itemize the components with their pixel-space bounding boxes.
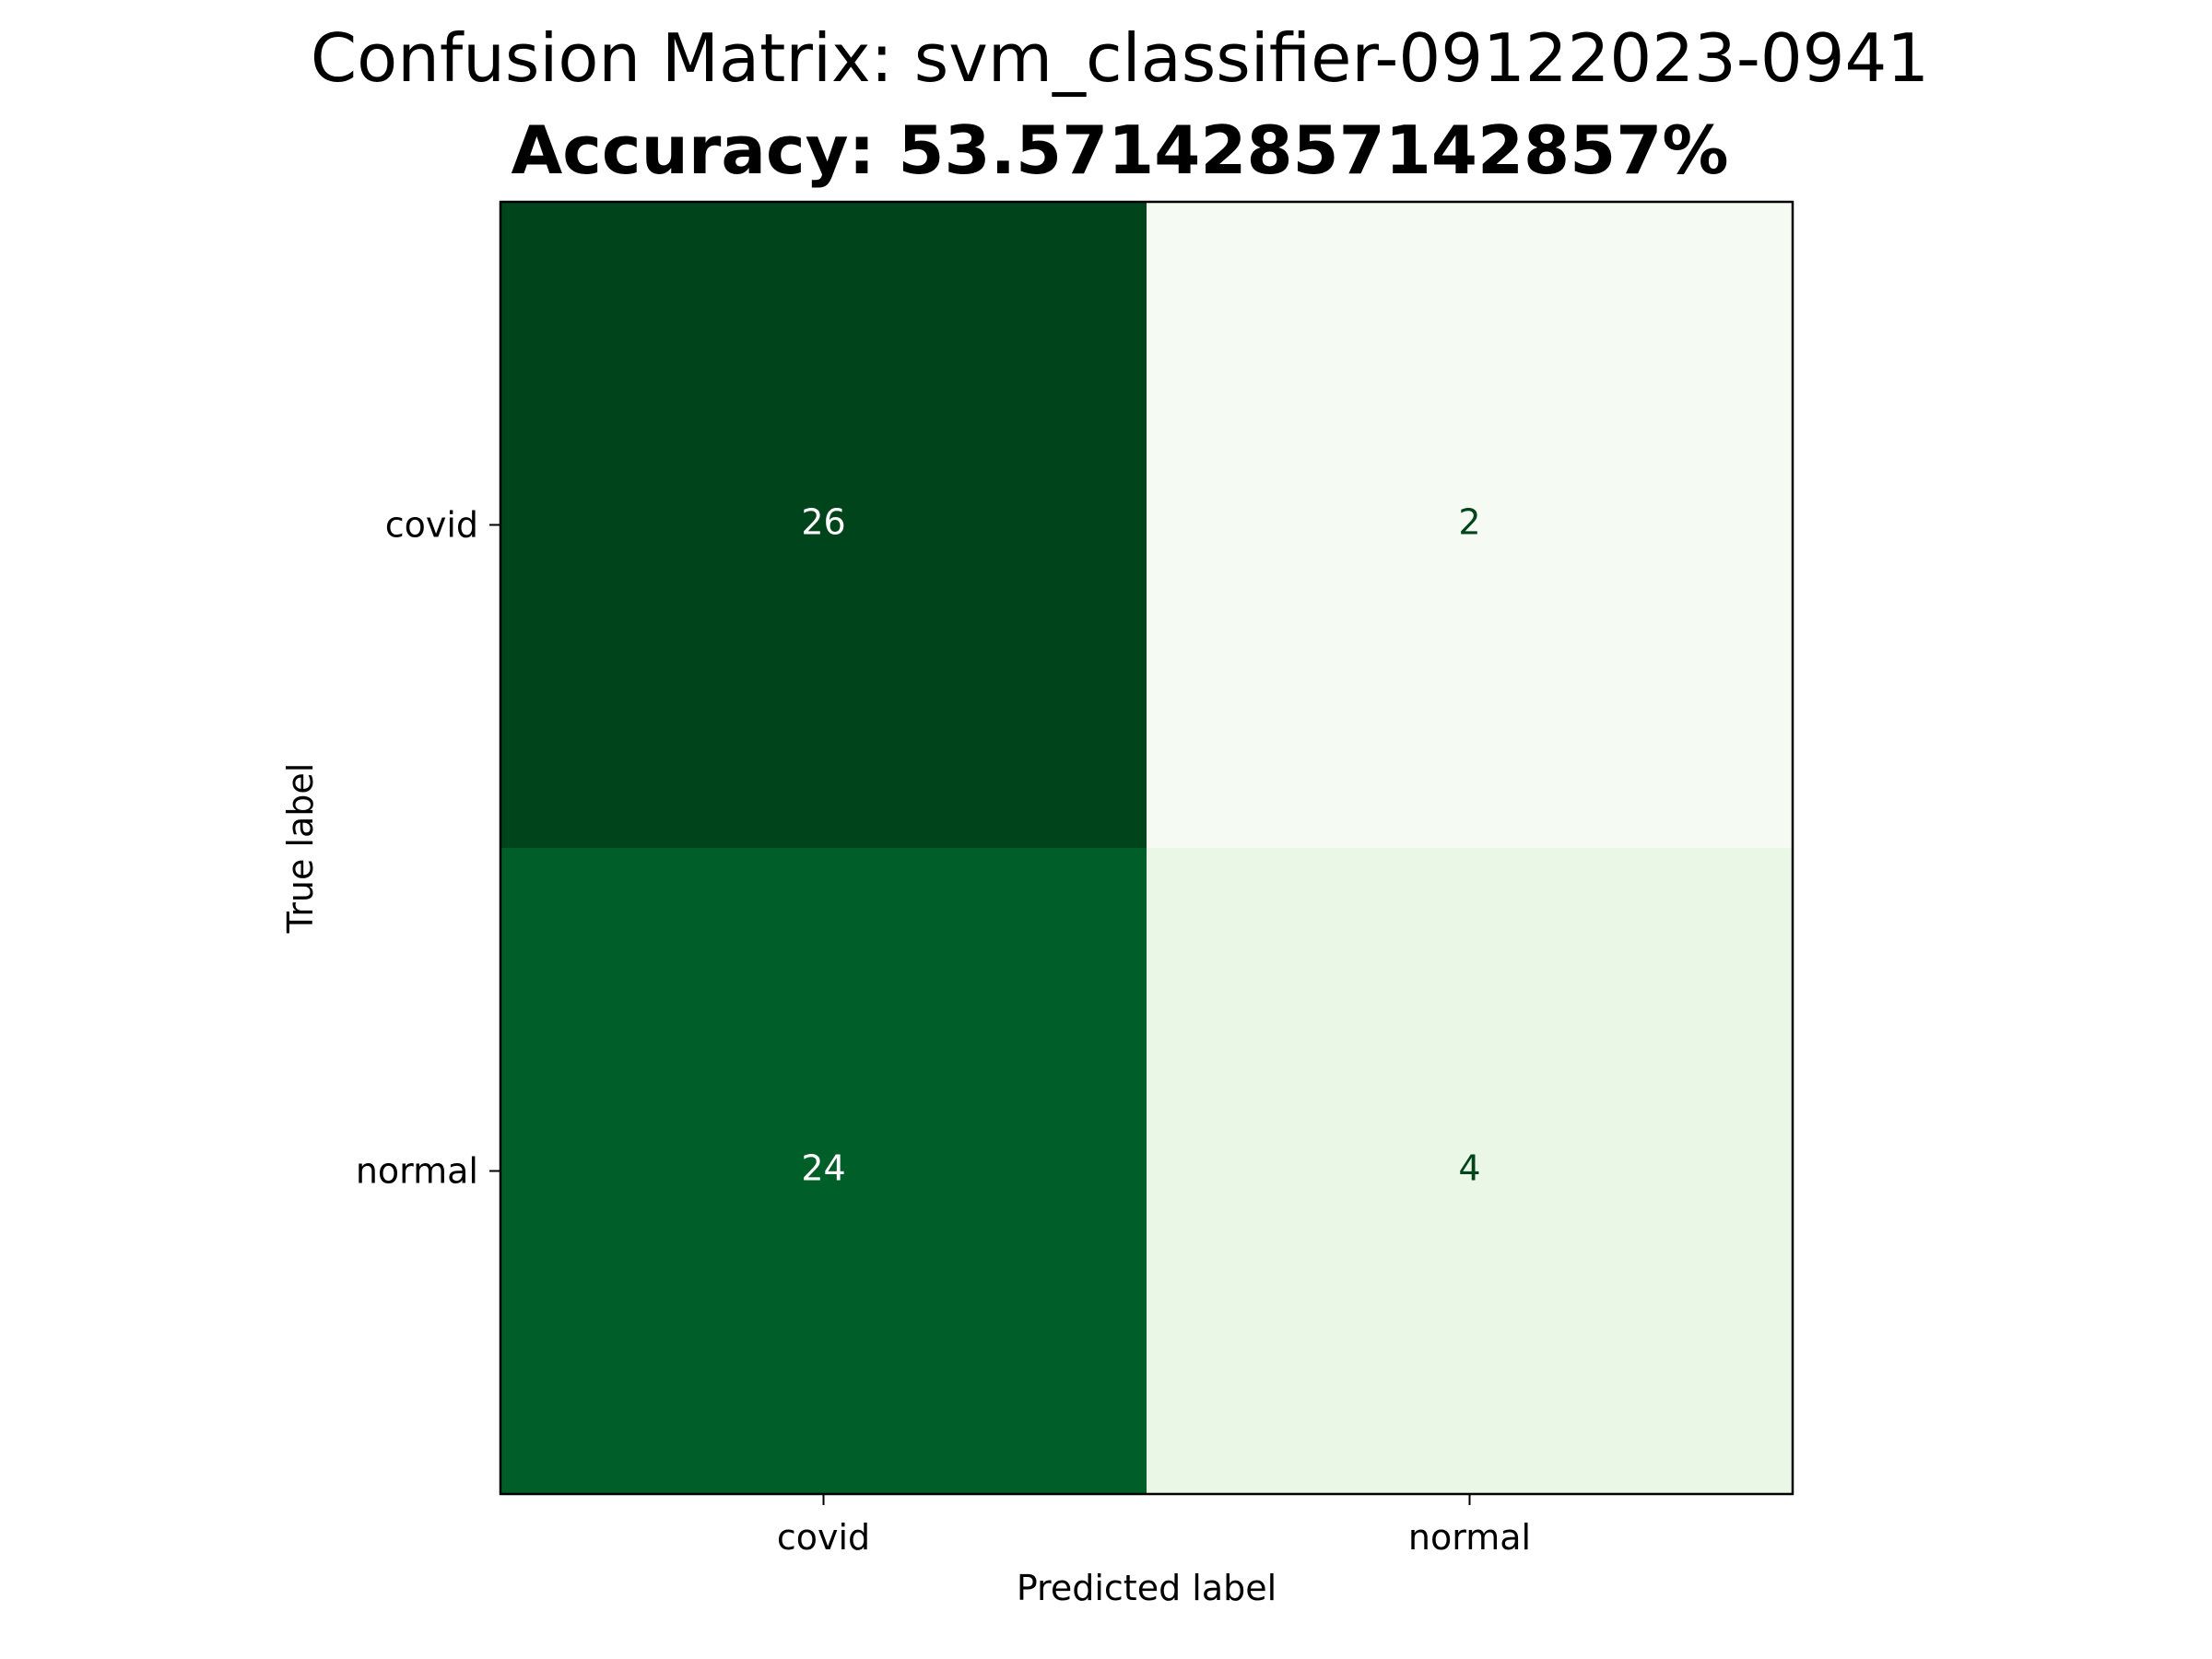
plot-area-frame [499,200,1794,1496]
cell-value-covid-normal: 2 [1458,502,1480,543]
y-tick-label-normal: normal [356,1151,478,1192]
cell-value-normal-covid: 24 [801,1148,845,1189]
heatmap-cell-normal-normal [1147,848,1793,1494]
x-axis-label: Predicted label [1017,1568,1277,1608]
y-axis-label: True label [280,763,321,935]
heatmap-cell-normal-covid [500,848,1147,1494]
x-tick-label-covid: covid [777,1517,870,1558]
x-tick-label-normal: normal [1408,1517,1531,1558]
chart-subtitle: Accuracy: 53.57142857142857% [512,112,1729,189]
chart-title: Confusion Matrix: svm_classifier-0912202… [311,19,1929,97]
cell-value-covid-covid: 26 [801,502,845,543]
cell-value-normal-normal: 4 [1458,1148,1480,1189]
heatmap-cells [500,202,1793,1494]
x-axis-ticks: covid normal [777,1494,1531,1558]
heatmap-cell-covid-normal [1147,202,1793,848]
heatmap-cell-labels: 26 2 24 4 [801,502,1480,1189]
y-tick-label-covid: covid [385,505,478,546]
y-axis-ticks: covid normal [356,505,500,1192]
heatmap-cell-covid-covid [500,202,1147,848]
